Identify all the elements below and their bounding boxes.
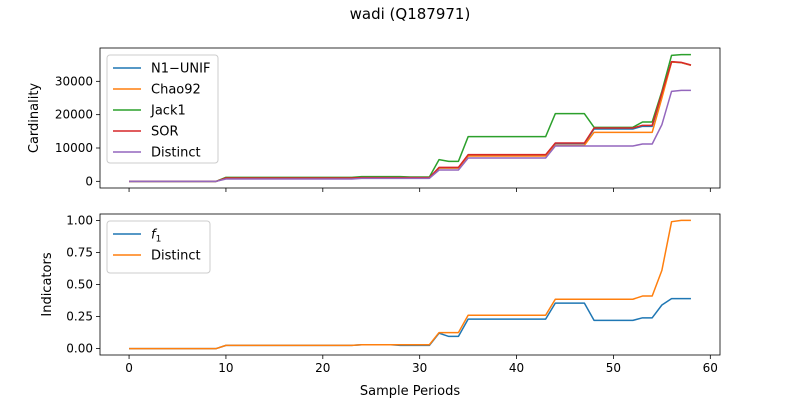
legend-label-main: f (151, 228, 158, 243)
x-tick-label: 0 (125, 361, 133, 375)
x-tick-label: 60 (703, 361, 718, 375)
y-tick-label: 10000 (55, 141, 93, 155)
y-axis-label: Cardinality (27, 83, 42, 154)
legend-item: SOR (113, 125, 179, 140)
x-tick-label: 10 (218, 361, 233, 375)
indicators-subplot: 0 10 20 30 40 50 60 0.00 0.25 0.50 0.75 1.00 Indicat… (40, 213, 721, 399)
y-tick-label: 30000 (55, 74, 93, 88)
legend-label: Jack1 (150, 104, 186, 119)
legend-label: f1 (151, 228, 161, 245)
legend-box (106, 220, 211, 274)
legend: f1 Distinct (106, 220, 211, 274)
y-tick-label: 0.25 (66, 310, 93, 324)
legend: N1−UNIF Chao92 Jack1 SOR Distinct (106, 54, 219, 164)
legend-label: Distinct (151, 146, 201, 161)
legend-item: Jack1 (113, 104, 186, 119)
series-line-f1 (129, 297, 691, 350)
y-axis-label: Indicators (40, 252, 55, 316)
y-tick-label: 1.00 (66, 213, 93, 227)
series-group (129, 219, 691, 350)
cardinality-subplot: 0 10000 20000 30000 Cardinality N1−UNIF Chao92… (27, 47, 721, 192)
legend-label: Chao92 (151, 83, 201, 98)
series-line-distinct (129, 219, 691, 350)
legend-label-sub: 1 (156, 235, 162, 245)
y-tick-label: 0 (85, 174, 93, 188)
axes-frame (99, 47, 721, 189)
legend-item: Distinct (113, 146, 201, 161)
legend-item: N1−UNIF (113, 62, 210, 77)
x-tick-label: 30 (412, 361, 427, 375)
legend-label: Distinct (151, 249, 201, 264)
x-tick-label: 40 (509, 361, 524, 375)
y-tick-label: 0.50 (66, 278, 93, 292)
figure-title: wadi (Q187971) (350, 5, 471, 23)
y-tick-label: 0.75 (66, 245, 93, 259)
y-tick-label: 0.00 (66, 342, 93, 356)
x-tick-label: 20 (315, 361, 330, 375)
series-line-distinct (129, 89, 691, 183)
legend-item: Distinct (113, 249, 201, 264)
y-tick-label: 20000 (55, 108, 93, 122)
legend-box (106, 54, 219, 164)
x-axis-label: Sample Periods (360, 384, 460, 399)
legend-item: f1 (113, 228, 161, 245)
series-group (129, 53, 692, 183)
legend-label: SOR (151, 125, 179, 140)
legend-item: Chao92 (113, 83, 201, 98)
x-tick-label: 50 (606, 361, 621, 375)
legend-label: N1−UNIF (151, 62, 210, 77)
